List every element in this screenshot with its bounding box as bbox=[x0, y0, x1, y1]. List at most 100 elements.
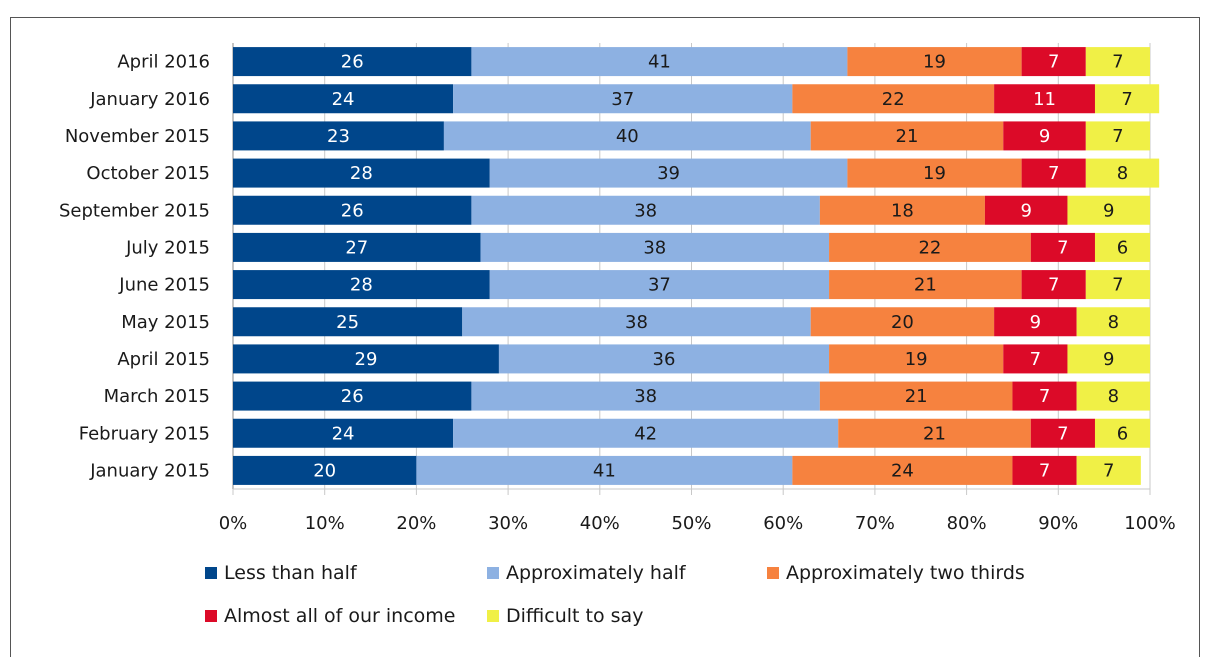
bar-segment bbox=[1021, 158, 1086, 188]
data-label: 7 bbox=[1057, 237, 1068, 258]
bar-segment bbox=[994, 84, 1095, 114]
bar-segment bbox=[233, 195, 472, 225]
legend-label: Almost all of our income bbox=[224, 605, 456, 627]
data-label: 11 bbox=[1033, 89, 1056, 110]
bar-segment bbox=[233, 232, 481, 262]
category-label: July 2015 bbox=[125, 237, 210, 258]
bar-segment bbox=[1067, 195, 1150, 225]
bar-segment bbox=[1021, 47, 1086, 77]
data-label: 7 bbox=[1030, 349, 1041, 370]
data-label: 18 bbox=[891, 200, 914, 221]
chart-frame bbox=[10, 17, 1200, 657]
bar-segment bbox=[233, 121, 444, 151]
data-label: 7 bbox=[1112, 52, 1123, 73]
data-label: 42 bbox=[634, 423, 657, 444]
data-label: 7 bbox=[1039, 460, 1050, 481]
bar-segment bbox=[1094, 418, 1150, 448]
bar-segment bbox=[480, 232, 830, 262]
category-label: January 2016 bbox=[89, 89, 210, 110]
bar-segment bbox=[471, 195, 820, 225]
legend-swatch bbox=[205, 567, 217, 579]
category-label: June 2015 bbox=[118, 275, 210, 296]
data-label: 19 bbox=[923, 163, 946, 184]
data-label: 7 bbox=[1057, 423, 1068, 444]
category-label: February 2015 bbox=[79, 423, 210, 444]
data-label: 36 bbox=[653, 349, 676, 370]
bar-segment bbox=[233, 381, 472, 411]
bar-segment bbox=[1076, 455, 1141, 485]
bar-segment bbox=[471, 47, 848, 77]
bar-segment bbox=[1076, 381, 1150, 411]
category-label: April 2015 bbox=[117, 349, 210, 370]
bar-segment bbox=[1030, 232, 1095, 262]
data-label: 41 bbox=[593, 460, 616, 481]
bar-segment bbox=[233, 455, 417, 485]
x-tick-label: 80% bbox=[947, 513, 987, 534]
bar-segment bbox=[829, 232, 1031, 262]
x-tick-label: 10% bbox=[305, 513, 345, 534]
data-label: 9 bbox=[1039, 126, 1050, 147]
x-tick-label: 100% bbox=[1124, 513, 1175, 534]
data-label: 27 bbox=[345, 237, 368, 258]
category-label: October 2015 bbox=[86, 163, 210, 184]
bar-segment bbox=[829, 270, 1022, 300]
bar-segment bbox=[1094, 232, 1150, 262]
data-label: 21 bbox=[914, 275, 937, 296]
category-label: April 2016 bbox=[117, 52, 210, 73]
bar-segment bbox=[984, 195, 1068, 225]
data-label: 7 bbox=[1048, 52, 1059, 73]
bar-segment bbox=[838, 418, 1031, 448]
data-label: 9 bbox=[1020, 200, 1031, 221]
bar-segment bbox=[1003, 121, 1086, 151]
bar-segment bbox=[1012, 455, 1077, 485]
x-tick-label: 20% bbox=[396, 513, 436, 534]
data-label: 7 bbox=[1112, 275, 1123, 296]
data-label: 38 bbox=[643, 237, 666, 258]
data-label: 26 bbox=[341, 386, 364, 407]
bar-segment bbox=[1085, 158, 1160, 188]
data-label: 26 bbox=[341, 200, 364, 221]
x-tick-label: 90% bbox=[1038, 513, 1078, 534]
category-label: March 2015 bbox=[104, 386, 210, 407]
data-label: 6 bbox=[1117, 237, 1128, 258]
bar-segment bbox=[1085, 121, 1150, 151]
bar-segment bbox=[489, 158, 848, 188]
legend-item: Difficult to say bbox=[487, 605, 643, 627]
data-label: 8 bbox=[1108, 386, 1119, 407]
x-tick-label: 60% bbox=[763, 513, 803, 534]
bar-segment bbox=[792, 84, 995, 114]
bar-segment bbox=[233, 307, 463, 337]
data-label: 8 bbox=[1108, 312, 1119, 333]
bar-segment bbox=[233, 270, 490, 300]
bar-segment bbox=[233, 84, 454, 114]
x-tick-label: 0% bbox=[219, 513, 248, 534]
bar-segment bbox=[1003, 344, 1068, 374]
bar-segment bbox=[847, 158, 1022, 188]
bar-segment bbox=[847, 47, 1022, 77]
data-label: 24 bbox=[332, 89, 355, 110]
data-label: 21 bbox=[896, 126, 919, 147]
data-label: 37 bbox=[648, 275, 671, 296]
data-label: 8 bbox=[1117, 163, 1128, 184]
data-label: 21 bbox=[923, 423, 946, 444]
bar-segment bbox=[498, 344, 830, 374]
bar-segment bbox=[1021, 270, 1086, 300]
bar-segment bbox=[416, 455, 793, 485]
legend-swatch bbox=[487, 610, 499, 622]
data-label: 22 bbox=[918, 237, 941, 258]
bar-segment bbox=[233, 418, 454, 448]
data-label: 38 bbox=[634, 200, 657, 221]
bar-segment bbox=[810, 307, 995, 337]
bar-segment bbox=[1076, 307, 1150, 337]
data-label: 7 bbox=[1048, 275, 1059, 296]
bar-segment bbox=[994, 307, 1077, 337]
data-label: 39 bbox=[657, 163, 680, 184]
data-label: 7 bbox=[1121, 89, 1132, 110]
data-label: 21 bbox=[905, 386, 928, 407]
bar-segment bbox=[829, 344, 1004, 374]
data-label: 37 bbox=[611, 89, 634, 110]
legend-label: Approximately two thirds bbox=[786, 562, 1025, 584]
data-label: 25 bbox=[336, 312, 359, 333]
legend-label: Less than half bbox=[224, 562, 357, 584]
